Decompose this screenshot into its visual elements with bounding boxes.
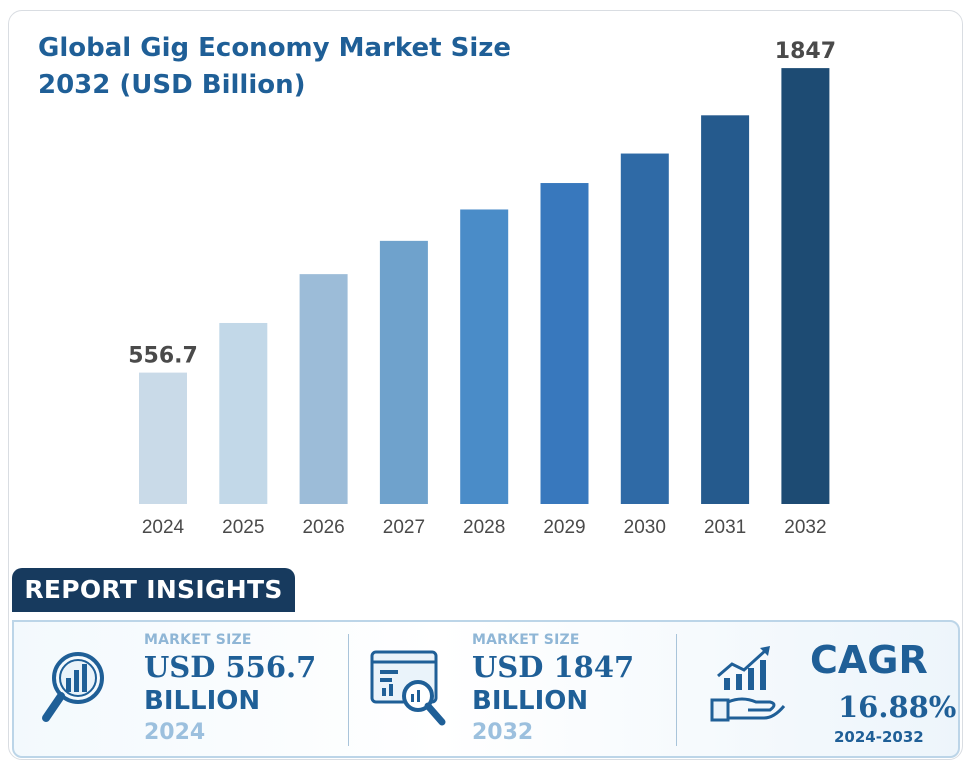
market-size-year-2024: 2024 (144, 720, 206, 745)
market-size-value-2032: USD 1847 (472, 650, 635, 684)
chart-title: Global Gig Economy Market Size 2032 (USD… (38, 33, 512, 100)
market-size-label-2032: MARKET SIZE (472, 632, 580, 648)
cagr-title: CAGR (810, 638, 928, 682)
bar-chart: 2024 556.7 2025 2026 2027 2028 2029 2030 2031 203… (128, 39, 836, 538)
x-tick-label-2025: 2025 (222, 517, 264, 538)
x-tick-label-2032: 2032 (784, 517, 826, 538)
magnifier-chart-icon (42, 652, 104, 722)
cagr-range: 2024-2032 (834, 728, 924, 746)
x-tick-label-2024: 2024 (142, 517, 185, 538)
bar-2029 (540, 183, 589, 505)
market-size-label-2024: MARKET SIZE (144, 632, 252, 648)
bar-2030 (620, 153, 669, 505)
x-tick-label-2028: 2028 (463, 517, 505, 538)
bar-2025 (219, 322, 268, 504)
x-tick-label-2030: 2030 (624, 517, 666, 538)
insights-divider (348, 634, 349, 746)
cagr-value: 16.88% (838, 690, 957, 724)
report-insights-banner: REPORT INSIGHTS (12, 568, 295, 612)
bar-2027 (379, 240, 428, 505)
x-tick-label-2031: 2031 (704, 517, 746, 538)
market-size-value-2024: USD 556.7 (144, 650, 317, 684)
x-tick-label-2027: 2027 (383, 517, 425, 538)
data-label-2032: 1847 (775, 39, 836, 64)
x-tick-label-2029: 2029 (543, 517, 585, 538)
market-size-unit-2024: BILLION (144, 686, 261, 716)
market-size-unit-2032: BILLION (472, 686, 589, 716)
dashboard-magnifier-icon (370, 650, 446, 726)
insights-panel: MARKET SIZE USD 556.7 BILLION 2024 MARKE… (12, 620, 960, 758)
market-size-year-2032: 2032 (472, 720, 534, 745)
data-label-2024: 556.7 (128, 344, 198, 369)
insights-divider (676, 634, 677, 746)
x-tick-label-2026: 2026 (302, 517, 344, 538)
bar-2024 (139, 372, 187, 504)
bar-2026 (299, 274, 348, 504)
bar-2028 (460, 209, 509, 505)
bar-2032 (781, 68, 830, 504)
bar-2031 (701, 115, 750, 505)
hand-growth-chart-icon (710, 646, 786, 722)
